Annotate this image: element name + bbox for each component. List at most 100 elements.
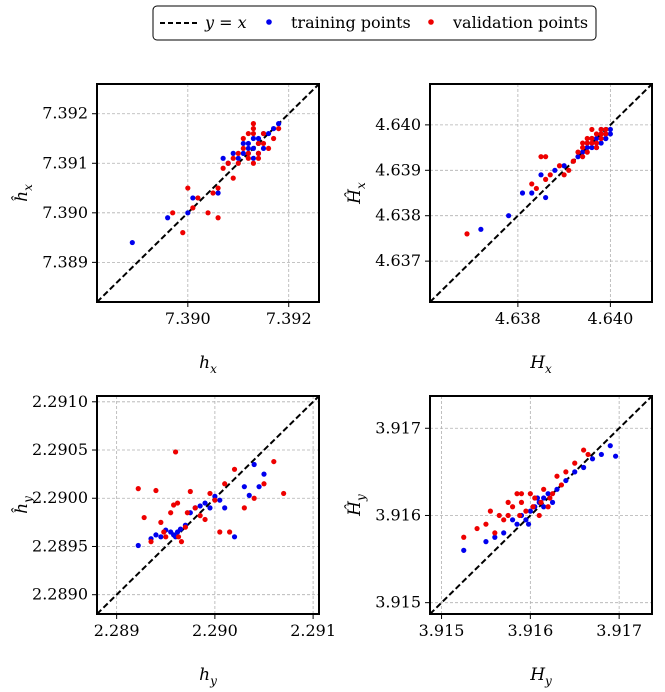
validation-point [230,155,236,161]
validation-point [172,449,179,455]
validation-point [192,505,198,511]
y-axis-label: Ĥy [344,494,368,517]
validation-point [260,130,267,137]
validation-point [235,150,241,156]
training-point [523,517,529,523]
validation-point [163,534,169,540]
validation-point [185,185,191,191]
validation-point [538,154,544,160]
validation-point [514,491,520,497]
validation-point [517,512,523,519]
training-point [509,517,516,523]
validation-point [170,210,176,216]
training-point [478,226,484,232]
training-point [607,443,613,449]
plot-area [97,396,319,614]
validation-point [158,519,164,525]
validation-point [271,458,277,465]
x-axis-label: Hx [529,353,552,376]
training-point [256,484,262,490]
training-point [261,471,267,477]
training-point [603,135,609,142]
validation-point [202,516,208,523]
validation-point [217,529,223,535]
validation-point [538,499,544,505]
validation-point [527,491,533,497]
training-point [250,145,257,152]
y-tick-label: 7.390 [42,203,88,222]
training-point [245,145,251,152]
panel-hx: 7.390 7.392 7.389 7.390 7.391 7.392 hx ĥx [11,83,320,376]
training-point [589,456,596,462]
validation-point [195,195,201,201]
validation-point [225,160,231,166]
legend-validation-label: validation points [452,13,588,32]
validation-point [215,185,221,191]
validation-point [547,495,553,501]
validation-point [190,205,196,211]
validation-point [276,125,282,132]
training-point [538,172,544,178]
y-tick-label: 2.2910 [32,392,88,411]
y-tick-label: 2.2900 [32,488,88,507]
validation-point [261,481,267,487]
validation-point [561,172,567,178]
validation-point [556,163,563,169]
training-point [541,495,547,501]
training-point [129,239,135,246]
training-point [241,484,247,490]
validation-point [575,149,581,155]
validation-point [584,140,590,146]
validation-point [250,125,257,132]
validation-point [210,190,216,196]
validation-point [250,160,257,166]
validation-point [580,154,586,160]
validation-point [175,534,182,540]
y-tick-label: 2.2905 [32,440,88,459]
validation-point [464,231,470,237]
panel-Hx: 4.638 4.640 4.637 4.638 4.639 4.640 Hx Ĥx [344,83,653,376]
y-tick-label: 4.639 [375,160,421,179]
training-point [230,150,236,156]
training-point [177,526,184,532]
validation-point [197,513,203,519]
validation-point [593,144,600,151]
validation-point [523,508,529,514]
axes-frame [96,395,320,615]
validation-point [598,126,604,133]
validation-point [589,135,595,142]
validation-point [255,150,262,156]
training-point [575,154,581,160]
validation-point [505,499,511,505]
training-point [250,155,257,161]
y-axis-label: Ĥx [344,182,368,205]
training-point [525,521,532,527]
validation-point [545,504,551,510]
validation-point [222,481,228,487]
training-point [255,135,262,142]
validation-point [509,504,516,510]
training-point [158,534,164,540]
validation-point [161,529,167,535]
validation-point [207,490,213,497]
training-point [514,521,520,527]
validation-point [563,469,569,475]
x-axis-label: Hy [529,665,552,688]
validation-point [168,510,174,516]
validation-point [265,145,272,152]
validation-point [585,451,591,458]
y-tick-label: 2.2895 [32,536,88,555]
validation-point [584,135,590,142]
validation-point [532,495,538,501]
training-point [580,149,586,155]
validation-point [581,447,587,453]
training-point [589,144,595,151]
training-point [251,461,257,468]
validation-point [270,135,277,142]
legend-identity-label: y = x [204,13,247,32]
validation-point [215,215,221,221]
training-point [483,539,489,545]
validation-point [240,135,246,142]
training-point [260,145,267,152]
identity-line [97,84,319,302]
